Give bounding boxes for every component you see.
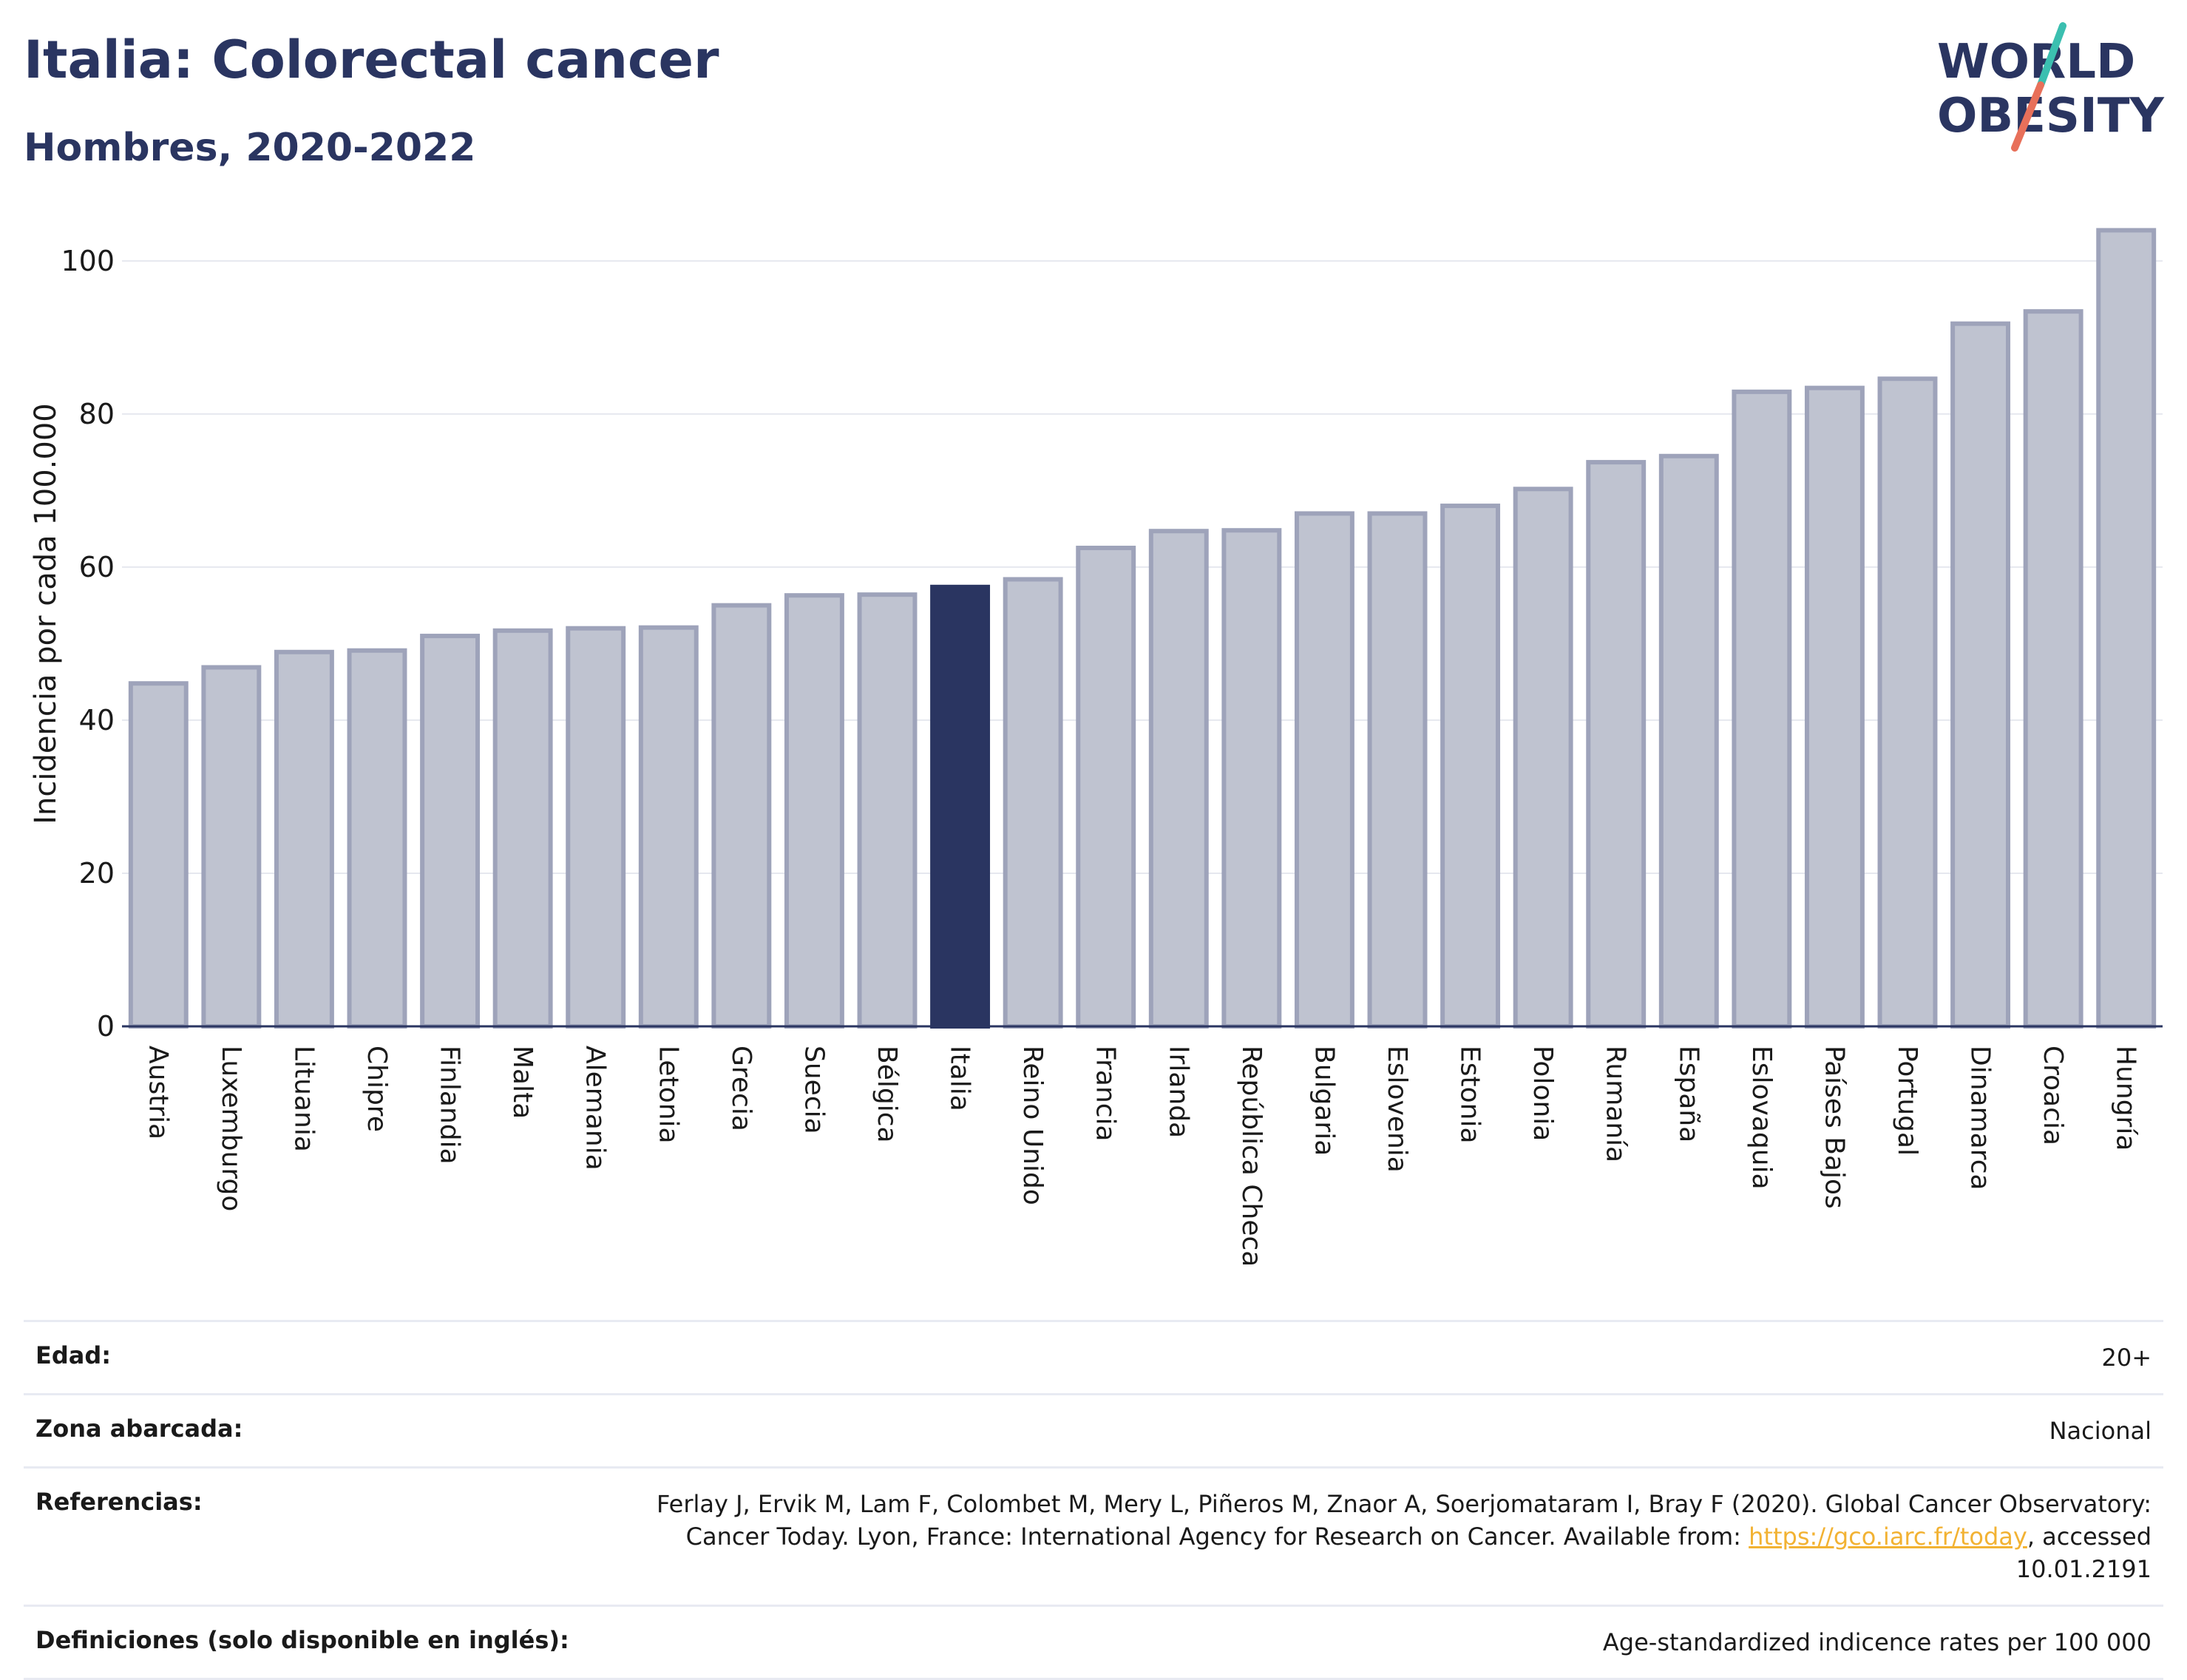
bar-lituania <box>274 649 334 1029</box>
x-tick-label: Eslovaquia <box>1746 1046 1777 1190</box>
x-tick-label: Dinamarca <box>1965 1046 1996 1190</box>
x-tick-label: Hungría <box>2111 1046 2141 1151</box>
y-tick-label: 20 <box>79 857 115 890</box>
chart-title: Italia: Colorectal cancer <box>24 30 719 90</box>
y-tick-label: 80 <box>79 398 115 430</box>
bar-bulgaria <box>1294 511 1354 1029</box>
logo-slash-teal <box>2037 22 2066 89</box>
bar-hungría <box>2096 228 2157 1029</box>
bar-bélgica <box>857 592 918 1029</box>
metadata-table: Edad: 20+ Zona abarcada: Nacional Refere… <box>24 1320 2163 1680</box>
x-tick-label: Polonia <box>1527 1046 1558 1141</box>
x-tick-label: España <box>1673 1046 1703 1142</box>
y-axis-label: Incidencia por cada 100.000 <box>29 403 63 824</box>
bar-república-checa <box>1221 528 1282 1029</box>
logo-line-2: OBESITY <box>1937 89 2164 143</box>
bar-reino-unido <box>1003 577 1063 1029</box>
meta-value: Ferlay J, Ervik M, Lam F, Colombet M, Me… <box>599 1488 2152 1585</box>
chart-subtitle: Hombres, 2020-2022 <box>24 126 476 170</box>
bar-irlanda <box>1148 529 1209 1029</box>
bar-letonia <box>638 625 699 1029</box>
meta-value: 20+ <box>2101 1344 2152 1372</box>
bars <box>128 228 2157 1029</box>
x-tick-label: Eslovenia <box>1382 1046 1412 1173</box>
x-tick-label: Italia <box>945 1046 975 1111</box>
x-tick-label: Bulgaria <box>1309 1046 1339 1156</box>
meta-label: Referencias: <box>35 1488 203 1516</box>
bar-estonia <box>1440 504 1501 1029</box>
bar-francia <box>1076 546 1136 1029</box>
x-tick-label: Francia <box>1091 1046 1121 1142</box>
x-tick-label: Rumanía <box>1601 1046 1631 1162</box>
bar-grecia <box>711 603 772 1029</box>
bar-malta <box>492 628 553 1029</box>
x-tick-label: Austria <box>143 1046 173 1139</box>
logo-line-1: WORLD <box>1937 35 2135 89</box>
bar-polonia <box>1513 487 1573 1029</box>
bar-países-bajos <box>1804 385 1865 1029</box>
x-tick-label: Chipre <box>362 1046 392 1132</box>
meta-value: Age-standardized indicence rates per 100… <box>1602 1628 2152 1656</box>
bar-eslovenia <box>1367 511 1428 1029</box>
x-tick-label: República Checa <box>1236 1046 1267 1267</box>
bar-austria <box>128 681 189 1029</box>
meta-value: Nacional <box>2049 1417 2152 1445</box>
x-tick-label: Lituania <box>288 1046 319 1152</box>
x-tick-label: Reino Unido <box>1017 1046 1048 1205</box>
x-tick-label: Alemania <box>580 1046 611 1171</box>
y-tick-label: 0 <box>97 1010 115 1043</box>
bar-españa <box>1658 453 1719 1029</box>
meta-label: Definiciones (solo disponible en inglés)… <box>35 1626 569 1654</box>
bar-finlandia <box>420 634 481 1029</box>
x-tick-label: Malta <box>507 1046 538 1119</box>
world-obesity-logo: WORLD OBESITY <box>1937 22 2164 152</box>
reference-text: Ferlay J, Ervik M, Lam F, Colombet M, Me… <box>657 1490 2152 1551</box>
y-tick-label: 40 <box>79 704 115 736</box>
meta-row-coverage: Zona abarcada: Nacional <box>24 1393 2163 1466</box>
x-tick-label: Portugal <box>1892 1046 1922 1156</box>
logo-slash-coral <box>2011 81 2044 152</box>
x-tick-label: Países Bajos <box>1819 1046 1849 1209</box>
bar-rumanía <box>1586 460 1647 1029</box>
bar-chart: 0 20 40 60 80 100 Austria Luxemburgo Lituania Chi… <box>29 228 2163 1267</box>
reference-link[interactable]: https://gco.iarc.fr/today <box>1749 1522 2027 1551</box>
x-tick-label: Irlanda <box>1163 1046 1193 1138</box>
axes: 0 20 40 60 80 100 Austria Luxemburgo Lituania Chi… <box>61 245 2163 1267</box>
meta-row-references: Referencias: Ferlay J, Ervik M, Lam F, C… <box>24 1466 2163 1605</box>
meta-row-definitions: Definiciones (solo disponible en inglés)… <box>24 1605 2163 1680</box>
meta-label: Zona abarcada: <box>35 1415 243 1443</box>
bar-alemania <box>566 626 626 1029</box>
bar-dinamarca <box>1950 321 2011 1029</box>
bar-portugal <box>1877 376 1938 1029</box>
y-tick-label: 60 <box>79 551 115 583</box>
meta-label: Edad: <box>35 1341 112 1369</box>
x-tick-label: Estonia <box>1455 1046 1485 1144</box>
x-tick-label: Grecia <box>726 1046 756 1131</box>
x-tick-label: Suecia <box>798 1046 829 1134</box>
meta-row-age: Edad: 20+ <box>24 1320 2163 1393</box>
y-tick-label: 100 <box>61 245 115 277</box>
x-tick-label: Bélgica <box>872 1046 902 1143</box>
bar-italia <box>930 584 991 1029</box>
bar-luxemburgo <box>201 665 262 1029</box>
reference-suffix: , accessed 10.01.2191 <box>2015 1522 2152 1583</box>
bar-eslovaquia <box>1732 389 1792 1029</box>
bar-chipre <box>347 648 407 1029</box>
bar-suecia <box>784 593 844 1029</box>
x-tick-label: Letonia <box>653 1046 683 1144</box>
x-tick-label: Croacia <box>2038 1046 2068 1145</box>
bar-croacia <box>2023 309 2083 1029</box>
x-tick-label: Luxemburgo <box>216 1046 246 1211</box>
x-tick-label: Finlandia <box>435 1046 465 1165</box>
